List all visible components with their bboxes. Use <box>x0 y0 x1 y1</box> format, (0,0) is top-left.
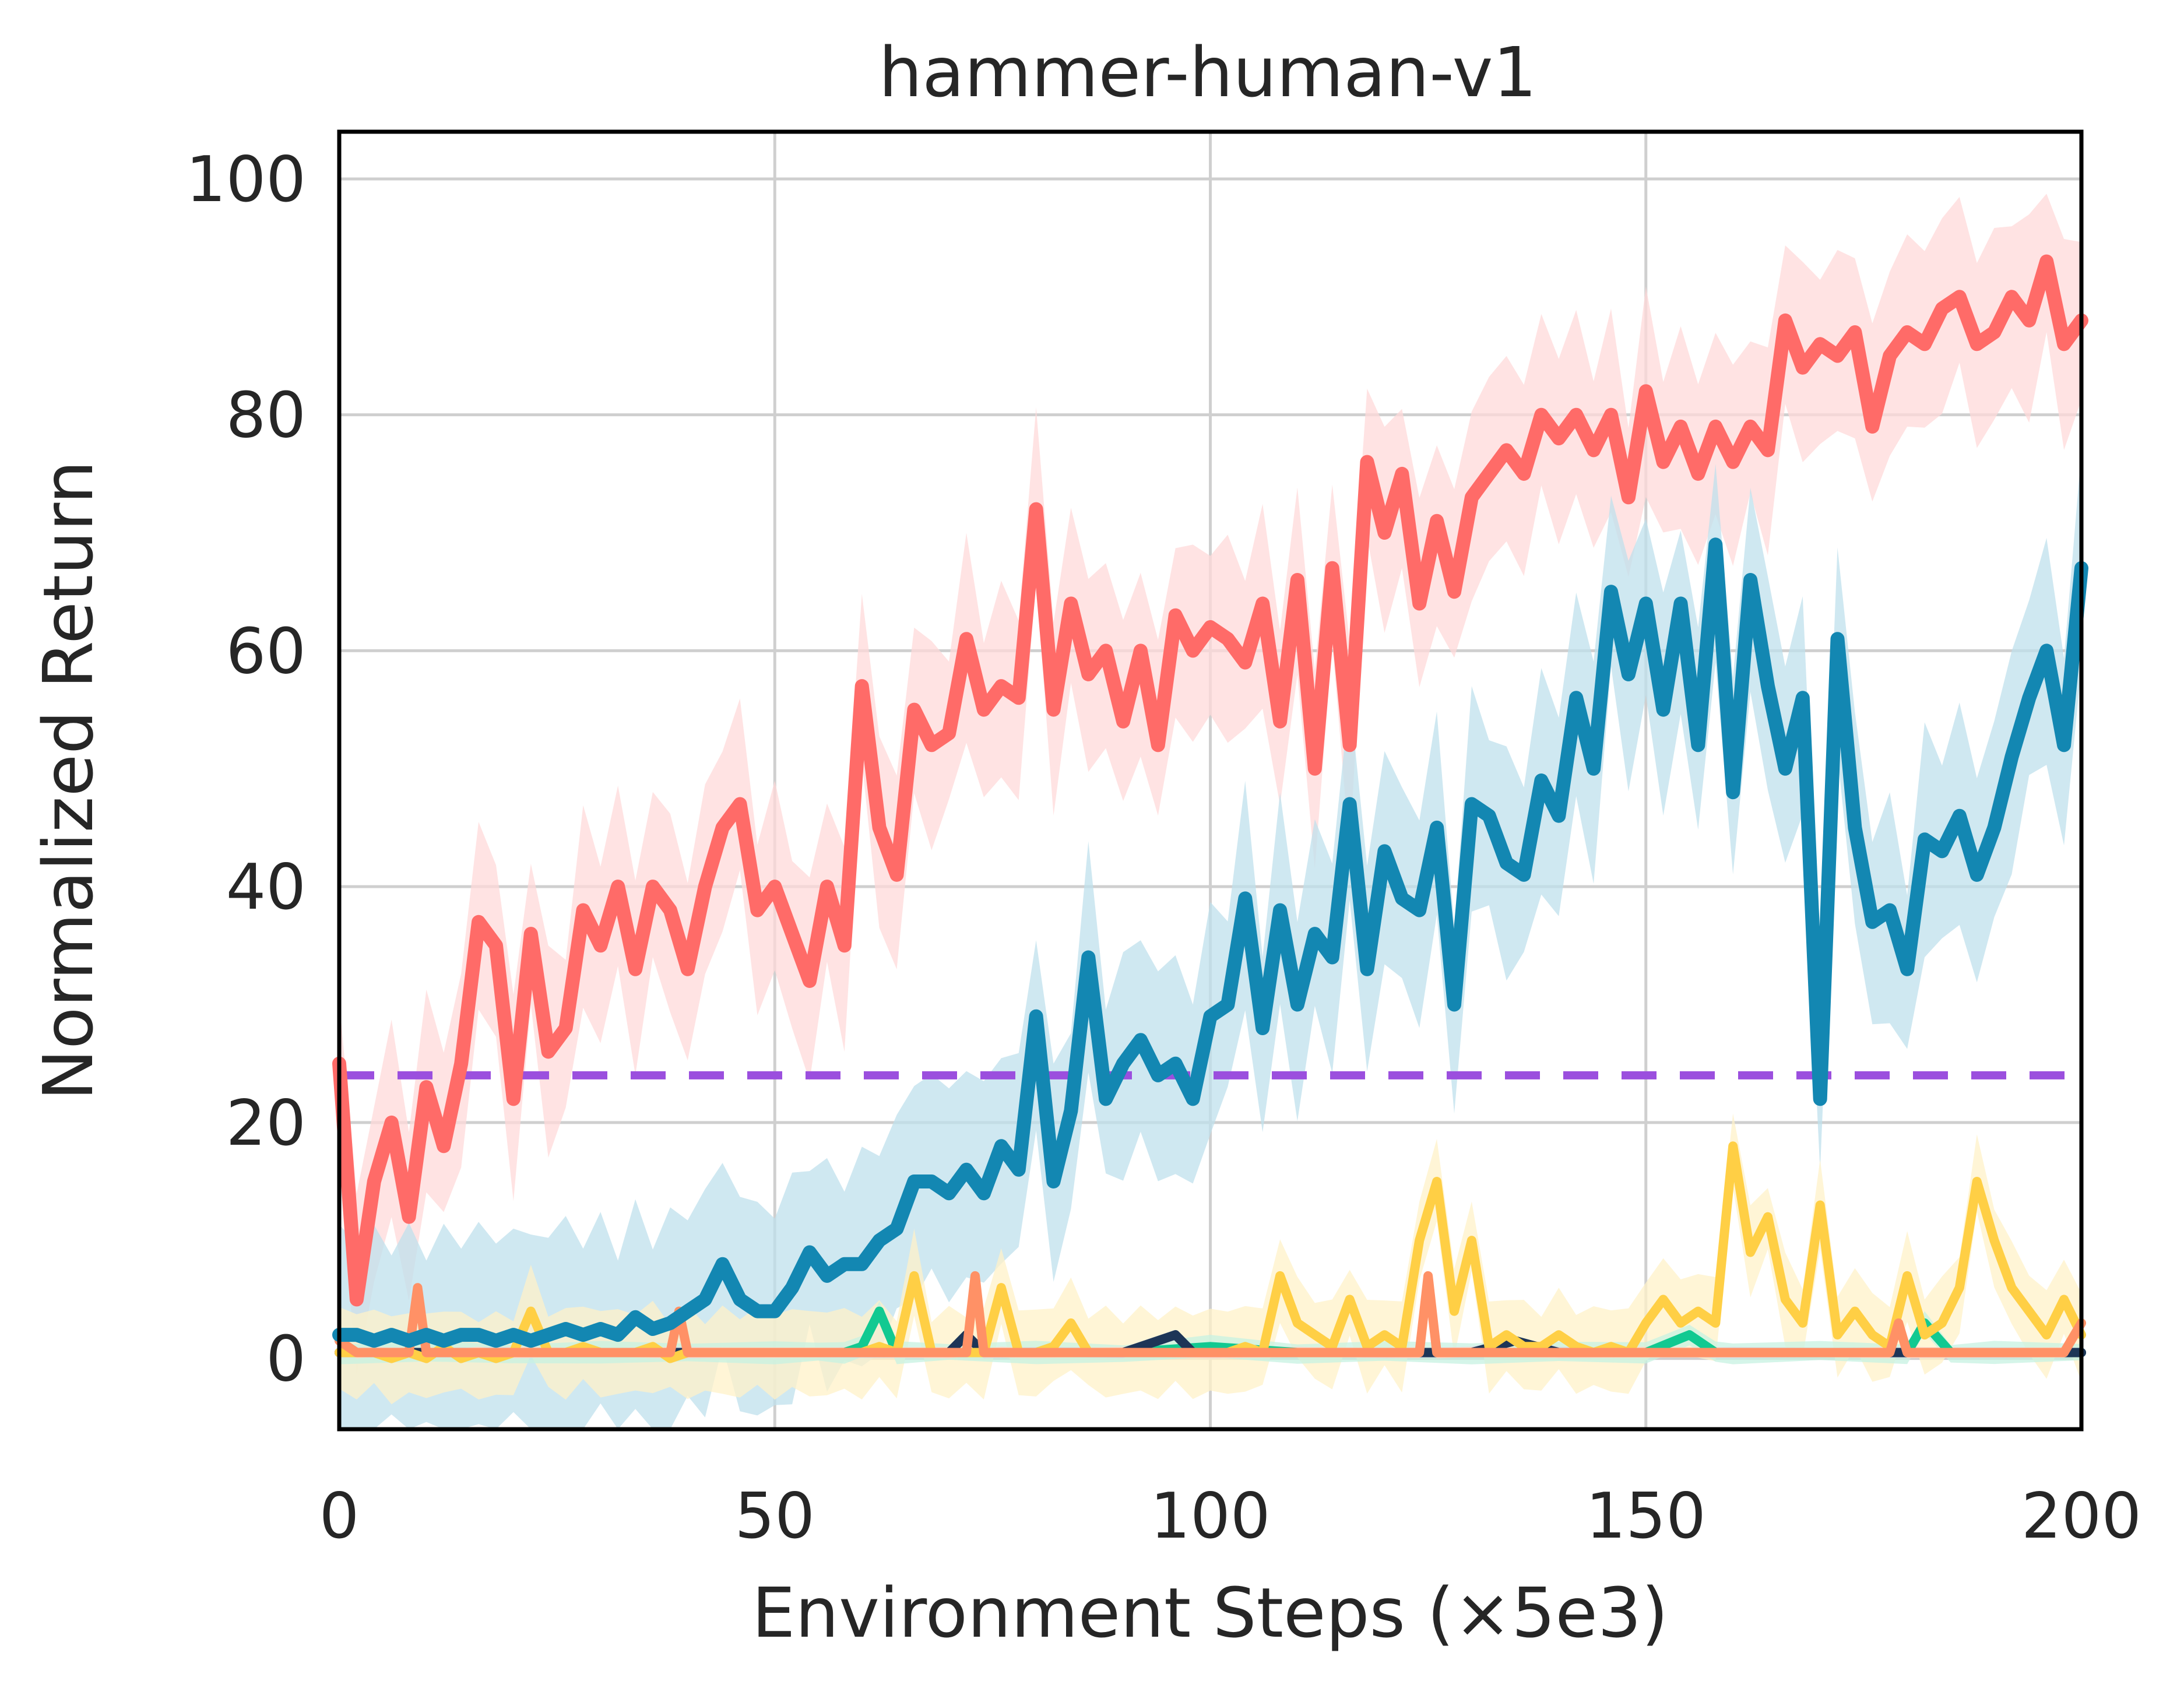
x-tick-label: 50 <box>735 1480 815 1553</box>
x-axis-label: Environment Steps (×5e3) <box>752 1573 1668 1653</box>
y-tick-label: 80 <box>226 379 306 452</box>
y-tick-label: 100 <box>186 143 306 216</box>
x-tick-labels: 0 50 100 150 200 <box>319 1480 2141 1553</box>
x-tick-label: 200 <box>2021 1480 2141 1553</box>
series-band-0 <box>339 194 2081 1375</box>
x-tick-label: 150 <box>1586 1480 1706 1553</box>
series-line-5 <box>335 1271 2086 1358</box>
y-tick-label: 40 <box>226 851 306 924</box>
series-lines <box>332 254 2088 1363</box>
x-tick-label: 100 <box>1150 1480 1270 1553</box>
series-line-1 <box>332 537 2088 1348</box>
x-tick-label: 0 <box>319 1480 360 1553</box>
y-axis-label: Normalized Return <box>28 460 108 1100</box>
plot-frame <box>337 129 2084 1432</box>
series-band-1 <box>339 451 2081 1429</box>
y-tick-label: 0 <box>266 1323 306 1396</box>
y-tick-label: 60 <box>226 615 306 688</box>
series-line-0 <box>332 254 2088 1307</box>
y-tick-label: 20 <box>226 1087 306 1160</box>
y-tick-labels: 0 20 40 60 80 100 <box>186 143 306 1396</box>
chart-title: hammer-human-v1 <box>878 32 1536 112</box>
